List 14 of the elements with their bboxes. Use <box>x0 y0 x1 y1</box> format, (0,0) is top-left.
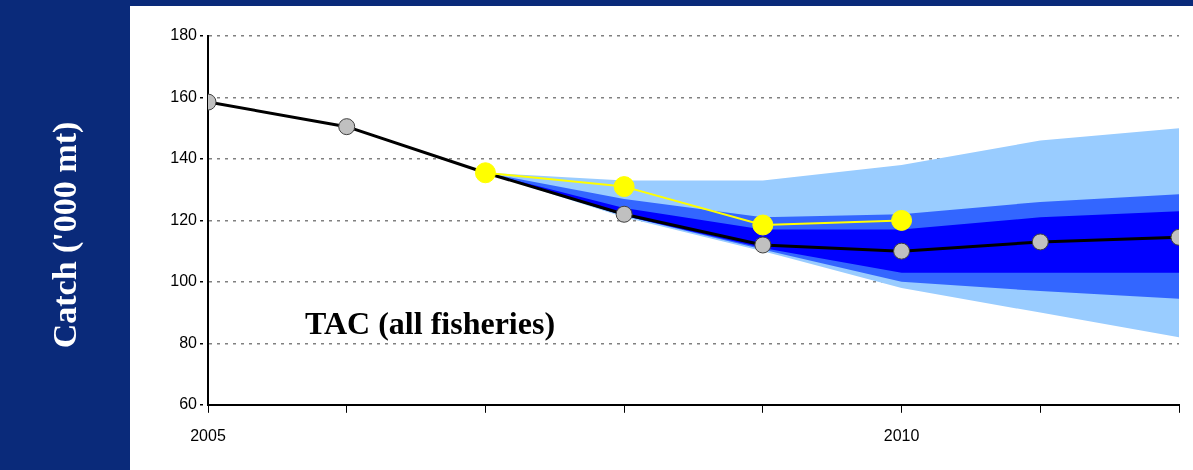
y-tick-label: 120 <box>170 210 198 228</box>
point <box>752 214 774 236</box>
y-axis-title: Catch ('000 mt) <box>46 121 84 349</box>
annotation: TAC (all fisheries) <box>305 305 556 342</box>
x-tick-label: 2005 <box>190 426 226 444</box>
y-tick-label: 100 <box>170 272 198 290</box>
y-tick-label: 140 <box>170 149 198 167</box>
x-tick-label: 2010 <box>883 426 920 444</box>
point <box>613 176 635 198</box>
point <box>891 209 913 231</box>
y-tick-label: 80 <box>179 333 198 351</box>
y-tick-label: 60 <box>179 395 198 413</box>
y-tick-label: 160 <box>170 87 198 105</box>
y-tick-label: 180 <box>170 26 198 44</box>
